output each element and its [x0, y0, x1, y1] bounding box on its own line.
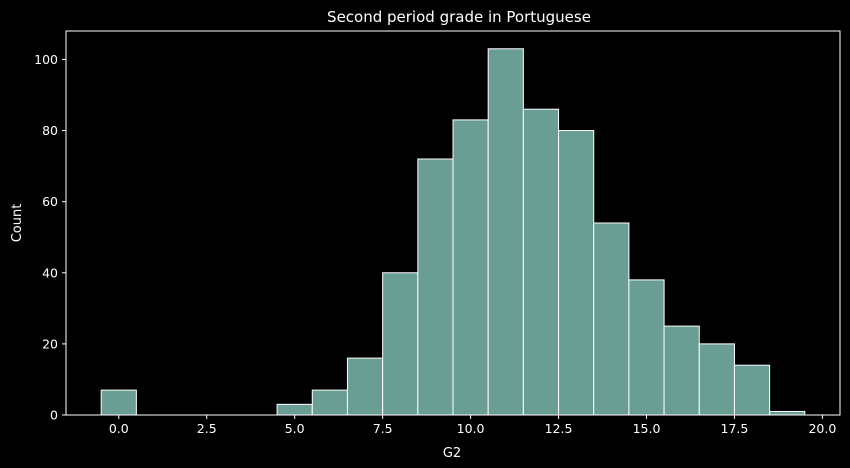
x-tick-label: 15.0: [633, 421, 661, 436]
histogram-bar: [558, 130, 595, 416]
y-axis-ticks: 0 20 40 60 80 100: [34, 52, 66, 423]
y-tick-label: 0: [50, 408, 58, 423]
y-tick-label: 20: [42, 336, 58, 351]
plot-frame: [65, 30, 841, 416]
histogram-bar: [346, 357, 384, 416]
x-tick-label: 2.5: [197, 421, 217, 436]
x-axis-label: G2: [443, 446, 461, 461]
x-tick-label: 5.0: [285, 421, 305, 436]
y-tick-label: 80: [42, 123, 58, 138]
histogram-bar: [417, 158, 454, 416]
bars-group: [100, 48, 806, 416]
histogram-bar: [276, 403, 313, 416]
histogram-bar: [311, 389, 348, 416]
histogram-bar: [593, 222, 630, 416]
x-tick-label: 7.5: [373, 421, 393, 436]
x-tick-label: 12.5: [545, 421, 573, 436]
chart-title: Second period grade in Portuguese: [327, 8, 591, 26]
x-tick-label: 17.5: [721, 421, 749, 436]
y-tick-label: 100: [34, 52, 58, 67]
y-tick-label: 40: [42, 265, 58, 280]
histogram-bar: [628, 279, 665, 416]
histogram-bar: [663, 325, 700, 416]
histogram-bar: [487, 48, 524, 416]
histogram-bar: [382, 272, 419, 416]
histogram-bar: [733, 364, 771, 416]
x-tick-label: 10.0: [457, 421, 485, 436]
histogram-bar: [452, 119, 489, 416]
y-tick-label: 60: [42, 194, 58, 209]
histogram-bar: [522, 108, 560, 416]
y-axis-label: Count: [10, 204, 25, 243]
x-tick-label: 20.0: [808, 421, 836, 436]
histogram-bar: [769, 410, 806, 416]
x-tick-label: 0.0: [109, 421, 129, 436]
histogram-bar: [100, 389, 137, 416]
histogram-bar: [698, 343, 735, 416]
x-axis-ticks: 0.0 2.5 5.0 7.5 10.0 12.5 15.0 17.5 20.0: [109, 415, 836, 436]
